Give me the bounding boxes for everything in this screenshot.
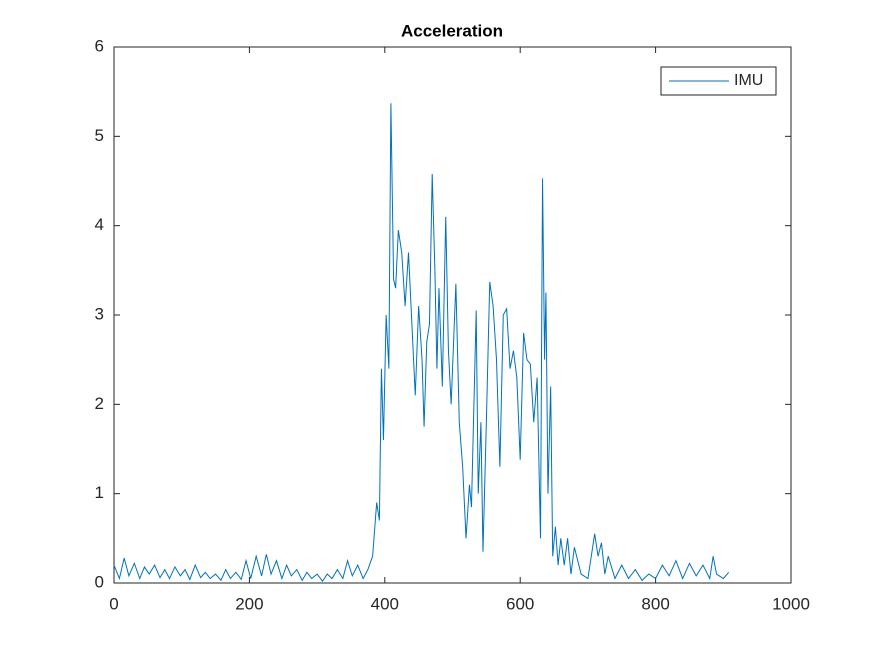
- y-tick-label: 5: [95, 126, 104, 145]
- y-tick-label: 2: [95, 394, 104, 413]
- plot-area: [113, 46, 792, 584]
- x-tick-label: 200: [235, 594, 263, 613]
- data-line: [113, 103, 730, 583]
- x-tick-label: 600: [506, 594, 534, 613]
- y-tick-label: 1: [95, 483, 104, 502]
- y-tick-label: 0: [95, 572, 104, 591]
- y-tick-label: 4: [95, 215, 104, 234]
- y-tick-label: 6: [95, 36, 104, 55]
- x-tick-label: 800: [641, 594, 669, 613]
- x-tick-label: 400: [371, 594, 399, 613]
- chart-title: Acceleration: [401, 21, 503, 40]
- y-tick-label: 3: [95, 304, 104, 323]
- x-tick-label: 0: [109, 594, 118, 613]
- x-tick-label: 1000: [772, 594, 810, 613]
- legend-label: IMU: [734, 72, 763, 89]
